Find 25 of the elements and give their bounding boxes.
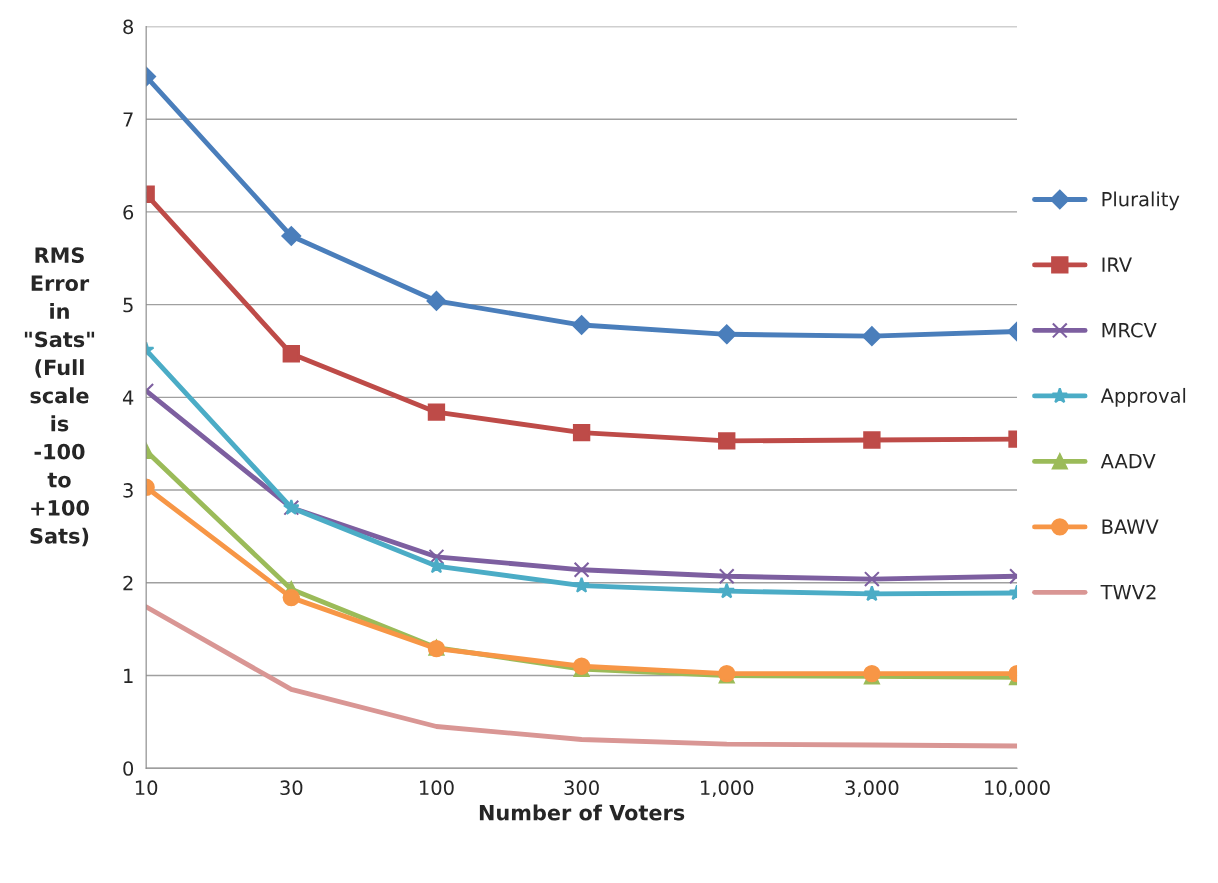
y-tick-label: 6 — [123, 204, 134, 220]
legend-label: Approval — [1100, 387, 1186, 407]
legend-label: TWV2 — [1100, 584, 1156, 600]
x-tick-label: 30 — [280, 780, 303, 796]
y-tick-label: 7 — [123, 112, 133, 127]
y-tick-label: 5 — [123, 297, 133, 313]
legend-label: BAWV — [1102, 519, 1159, 534]
x-axis-title: Number of Voters — [479, 804, 685, 821]
y-tick-label: 8 — [123, 19, 134, 35]
x-tick-label: 10 — [135, 780, 158, 796]
text: RMS Error in "Sats" (Full scale is -100 to +100 Sats) — [24, 247, 95, 547]
x-tick-label: 1,000 — [701, 780, 754, 798]
x-tick-label: 3,000 — [845, 780, 899, 798]
legend-label: Plurality — [1102, 191, 1180, 211]
x-tick-label: 100 — [420, 780, 454, 796]
y-tick-label: 4 — [122, 390, 134, 405]
legend-label: MRCV — [1102, 322, 1157, 338]
y-tick-label: 2 — [123, 575, 133, 591]
x-tick-label: 300 — [564, 780, 599, 796]
y-tick-label: 3 — [123, 483, 133, 498]
x-tick-label: 10,000 — [985, 780, 1050, 798]
y-tick-label: 1 — [124, 668, 133, 683]
y-tick-label: 0 — [123, 761, 134, 776]
legend-label: IRV — [1102, 257, 1132, 272]
legend-label: AADV — [1100, 454, 1156, 469]
